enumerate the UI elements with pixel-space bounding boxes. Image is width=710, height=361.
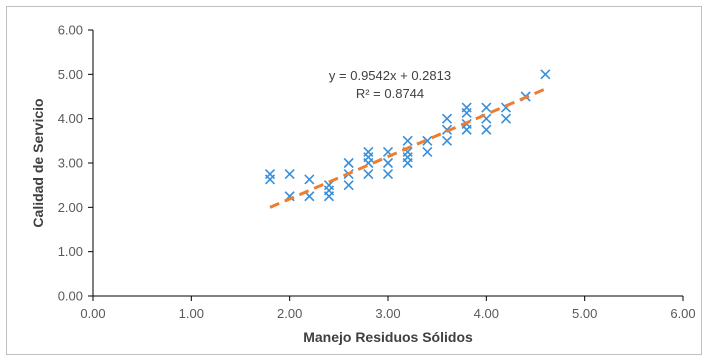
- data-point: [540, 69, 551, 80]
- data-point: [422, 146, 433, 157]
- chart-frame: [6, 6, 702, 355]
- data-point: [382, 169, 394, 180]
- data-point: [323, 191, 335, 202]
- y-tick-label: 2.00: [58, 200, 83, 215]
- y-tick-label: 0.00: [58, 289, 83, 304]
- data-point: [461, 124, 472, 135]
- trendline-r-squared: R² = 0.8744: [356, 86, 424, 101]
- trendline: [269, 87, 546, 209]
- x-tick-label: 2.00: [277, 306, 302, 321]
- data-point: [343, 180, 354, 191]
- y-tick-label: 6.00: [58, 23, 83, 38]
- x-tick-label: 1.00: [179, 306, 204, 321]
- y-tick-label: 4.00: [58, 111, 83, 126]
- data-point: [304, 174, 315, 185]
- data-point: [343, 157, 354, 169]
- data-point: [402, 135, 413, 146]
- data-point: [441, 135, 453, 146]
- x-tick-label: 0.00: [80, 306, 105, 321]
- trendline-equation: y = 0.9542x + 0.2813: [329, 68, 451, 83]
- data-point: [382, 157, 394, 169]
- y-axis-ticks: 0.00 1.00 2.00 3.00 4.00 5.00 6.00: [58, 23, 93, 304]
- x-tick-label: 5.00: [572, 306, 597, 321]
- data-point: [481, 124, 492, 135]
- data-point: [363, 169, 374, 180]
- data-point: [422, 135, 433, 146]
- data-point: [500, 113, 512, 124]
- y-tick-label: 3.00: [58, 156, 83, 171]
- x-tick-label: 3.00: [375, 306, 400, 321]
- x-axis-ticks: 0.00 1.00 2.00 3.00 4.00 5.00 6.00: [80, 296, 696, 321]
- x-tick-label: 4.00: [474, 306, 499, 321]
- data-point: [441, 113, 453, 124]
- data-point: [461, 107, 472, 118]
- data-point: [402, 157, 413, 169]
- data-point: [284, 169, 295, 180]
- y-tick-label: 1.00: [58, 244, 83, 259]
- y-tick-label: 5.00: [58, 67, 83, 82]
- x-axis-title: Manejo Residuos Sólidos: [303, 329, 473, 345]
- data-point: [481, 102, 492, 113]
- x-tick-label: 6.00: [670, 306, 695, 321]
- data-point: [264, 174, 276, 185]
- y-axis-title: Calidad de Servicio: [30, 98, 46, 227]
